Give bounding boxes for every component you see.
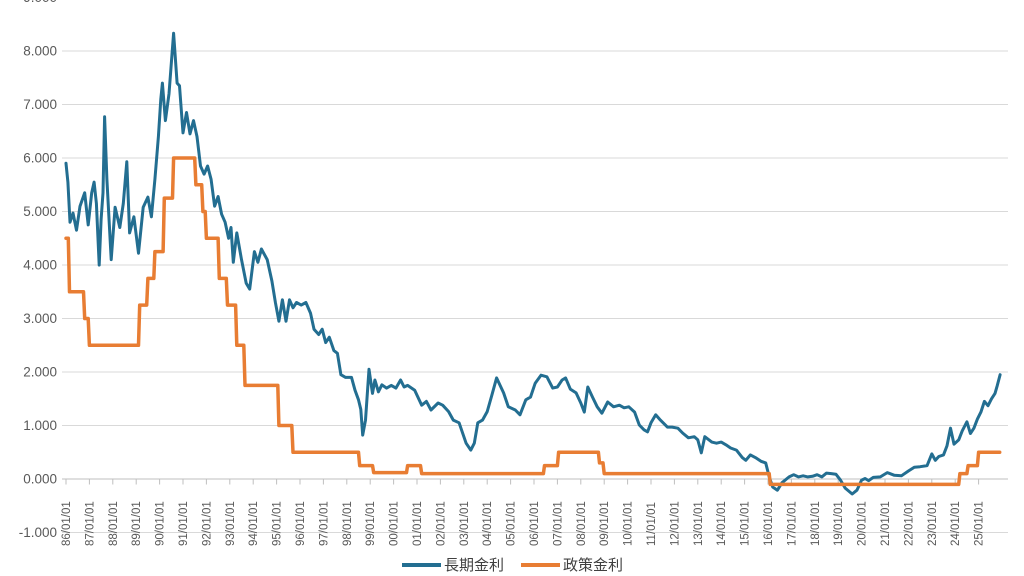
x-tick-label: 91/01/01 (178, 501, 190, 546)
x-tick-label: 08/01/01 (576, 501, 588, 546)
x-tick-label: 94/01/01 (248, 501, 260, 546)
x-tick-label: 14/01/01 (716, 501, 728, 546)
x-tick-label: 90/01/01 (155, 501, 167, 546)
x-tick-label: 13/01/01 (693, 501, 705, 546)
x-axis: 86/01/01 87/01/01 88/01/01 89/01/01 90/01/01… (61, 479, 986, 546)
x-tick-label: 89/01/01 (131, 501, 143, 546)
x-tick-label: 04/01/01 (482, 501, 494, 546)
y-tick-label: 9.000 (23, 0, 57, 5)
x-tick-label: 97/01/01 (318, 501, 330, 546)
x-tick-label: 23/01/01 (927, 501, 939, 546)
y-tick-label: 1.000 (23, 418, 57, 433)
x-tick-label: 00/01/01 (389, 501, 401, 546)
x-tick-label: 10/01/01 (623, 501, 635, 546)
x-tick-label: 07/01/01 (552, 501, 564, 546)
y-tick-label: 6.000 (23, 151, 57, 166)
x-tick-label: 88/01/01 (108, 501, 120, 546)
x-tick-label: 93/01/01 (225, 501, 237, 546)
series-lines (64, 31, 1002, 496)
y-tick-label: 0.000 (23, 472, 57, 487)
x-tick-label: 11/01/01 (646, 502, 658, 546)
x-tick-label: 20/01/01 (857, 501, 869, 546)
x-tick-label: 95/01/01 (272, 501, 284, 546)
gridlines (62, 50, 1008, 533)
legend: 長期金利 政策金利 (402, 557, 623, 574)
x-tick-label: 05/01/01 (506, 501, 518, 546)
x-tick-label: 17/01/01 (786, 501, 798, 546)
x-tick-label: 01/01/01 (412, 501, 424, 546)
legend-label-policy: 政策金利 (563, 557, 623, 574)
x-tick-label: 18/01/01 (810, 501, 822, 546)
x-tick-label: 06/01/01 (529, 501, 541, 546)
x-tick-label: 86/01/01 (61, 501, 73, 546)
x-tick-label: 12/01/01 (669, 501, 681, 546)
x-tick-label: 99/01/01 (365, 501, 377, 546)
x-tick-label: 87/01/01 (84, 501, 96, 546)
x-tick-label: 02/01/01 (435, 501, 447, 546)
x-tick-label: 03/01/01 (459, 501, 471, 546)
x-tick-label: 09/01/01 (599, 501, 611, 546)
y-tick-label: 7.000 (23, 97, 57, 112)
y-axis-labels: -1.000 0.000 1.000 2.000 3.000 4.000 5.000 6.00… (19, 0, 57, 540)
long-term-rate-line (64, 31, 1002, 496)
x-tick-label: 98/01/01 (342, 501, 354, 546)
x-tick-label: 96/01/01 (295, 501, 307, 546)
x-tick-label: 92/01/01 (201, 501, 213, 546)
y-tick-label: 5.000 (23, 204, 57, 219)
y-tick-label: -1.000 (19, 525, 57, 540)
x-tick-label: 22/01/01 (903, 501, 915, 546)
x-tick-label: 16/01/01 (763, 501, 775, 546)
x-tick-label: 15/01/01 (740, 501, 752, 546)
y-tick-label: 4.000 (23, 258, 57, 273)
y-tick-label: 8.000 (23, 44, 57, 59)
legend-label-long-term: 長期金利 (444, 557, 504, 574)
policy-rate-line (64, 156, 1002, 487)
x-tick-label: 21/01/01 (880, 501, 892, 546)
y-tick-label: 3.000 (23, 311, 57, 326)
x-tick-label: 19/01/01 (833, 501, 845, 546)
x-tick-label: 24/01/01 (950, 501, 962, 546)
x-tick-label: 25/01/01 (974, 501, 986, 546)
y-tick-label: 2.000 (23, 365, 57, 380)
